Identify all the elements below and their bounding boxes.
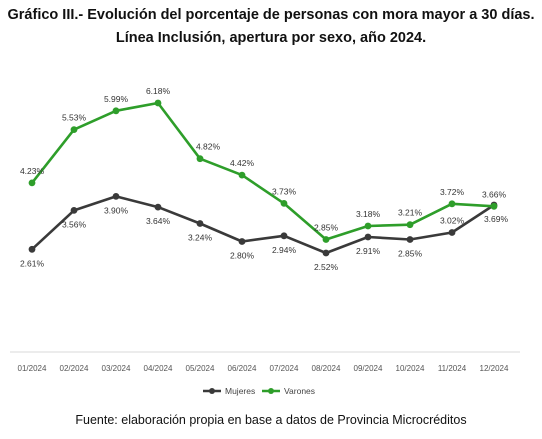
source-note: Fuente: elaboración propia en base a dat… <box>75 413 467 427</box>
data-label-mujeres: 2.94% <box>272 245 297 255</box>
data-label-mujeres: 3.02% <box>440 216 465 226</box>
x-tick-label: 10/2024 <box>396 364 425 373</box>
data-point-varones <box>448 200 456 208</box>
data-point-varones <box>490 202 498 210</box>
data-label-mujeres: 3.90% <box>104 205 129 215</box>
series-line-varones <box>30 101 495 241</box>
data-label-mujeres: 3.64% <box>146 216 171 226</box>
x-tick-label: 11/2024 <box>438 364 467 373</box>
data-point-varones <box>154 99 162 107</box>
data-label-varones: 4.23% <box>20 166 45 176</box>
x-tick-label: 06/2024 <box>228 364 257 373</box>
legend: Mujeres Varones <box>203 386 315 396</box>
data-label-varones: 4.42% <box>230 158 255 168</box>
legend-item-mujeres: Mujeres <box>203 386 255 396</box>
data-label-varones: 5.53% <box>62 113 87 123</box>
data-point-mujeres <box>280 232 288 240</box>
data-point-varones <box>28 179 36 187</box>
legend-marker-varones <box>268 388 274 394</box>
data-label-layer: 2.61% 3.56% 3.90% 3.64% 3.24% 2.80% 2.94% 2.52%… <box>20 86 509 272</box>
data-point-mujeres <box>112 193 120 200</box>
data-label-mujeres: 3.56% <box>62 219 87 229</box>
data-label-varones: 6.18% <box>146 86 171 96</box>
x-tick-label: 05/2024 <box>186 364 215 373</box>
data-label-varones: 3.72% <box>440 187 465 197</box>
data-label-varones: 4.82% <box>196 142 221 152</box>
data-label-mujeres: 2.52% <box>314 262 339 272</box>
data-point-mujeres <box>154 203 162 211</box>
data-label-mujeres: 2.61% <box>20 258 45 268</box>
data-point-varones <box>112 107 120 115</box>
chart-title-line-1: Gráfico III.- Evolución del porcentaje d… <box>7 7 535 23</box>
x-tick-label: 04/2024 <box>144 364 173 373</box>
legend-marker-mujeres <box>209 388 215 394</box>
data-label-mujeres: 3.69% <box>484 214 509 224</box>
series-layer <box>28 99 498 257</box>
x-tick-label: 01/2024 <box>18 364 47 373</box>
x-tick-label: 03/2024 <box>102 364 131 373</box>
data-label-varones: 5.99% <box>104 94 129 104</box>
data-point-varones <box>196 155 204 163</box>
data-point-mujeres <box>70 207 78 214</box>
data-point-mujeres <box>238 238 246 245</box>
data-label-varones: 2.85% <box>314 223 339 233</box>
chart-title-line-2: Línea Inclusión, apertura por sexo, año … <box>115 30 427 46</box>
data-label-varones: 3.66% <box>482 189 507 199</box>
data-point-varones <box>406 221 414 229</box>
data-point-varones <box>280 200 288 207</box>
x-tick-label: 09/2024 <box>354 364 383 373</box>
data-point-mujeres <box>196 220 204 227</box>
data-label-mujeres: 2.85% <box>398 249 423 259</box>
series-line-mujeres <box>31 195 495 255</box>
x-tick-label: 12/2024 <box>480 364 509 373</box>
x-tick-label: 08/2024 <box>312 364 341 373</box>
data-point-varones <box>364 222 372 230</box>
data-point-mujeres <box>28 245 36 253</box>
x-tick-label: 02/2024 <box>60 364 89 373</box>
data-point-mujeres <box>406 236 414 243</box>
data-label-varones: 3.18% <box>356 209 381 219</box>
data-label-mujeres: 2.91% <box>356 246 381 256</box>
data-point-varones <box>322 236 330 243</box>
data-point-varones <box>238 171 246 179</box>
data-label-varones: 3.73% <box>272 186 297 196</box>
legend-label-mujeres: Mujeres <box>225 386 255 396</box>
data-label-varones: 3.21% <box>398 208 423 218</box>
x-tick-label: 07/2024 <box>270 364 299 373</box>
legend-label-varones: Varones <box>284 386 315 396</box>
legend-item-varones: Varones <box>262 386 315 396</box>
data-label-mujeres: 2.80% <box>230 251 255 261</box>
x-tick-labels: 01/2024 02/2024 03/2024 04/2024 05/2024 06/20… <box>18 364 509 373</box>
data-label-mujeres: 3.24% <box>188 233 213 243</box>
data-point-mujeres <box>322 249 330 257</box>
data-point-mujeres <box>364 233 372 241</box>
data-point-mujeres <box>448 229 456 236</box>
data-point-varones <box>70 126 78 133</box>
